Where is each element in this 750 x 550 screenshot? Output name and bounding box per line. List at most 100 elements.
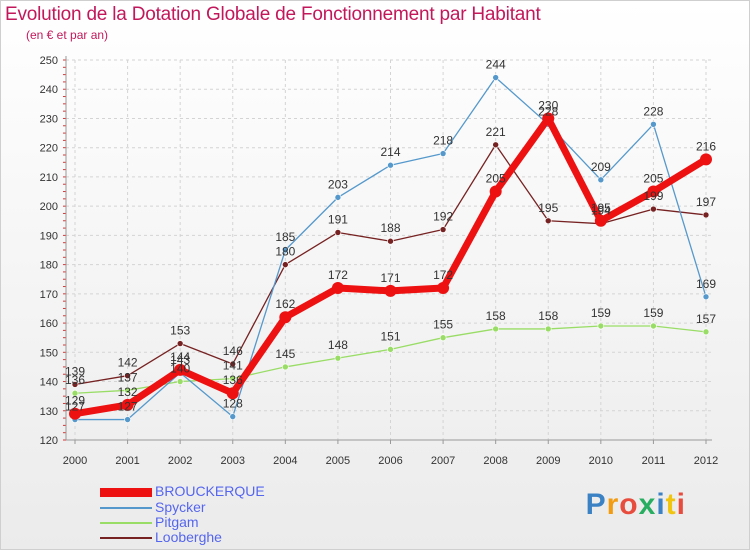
data-point-looberghe bbox=[334, 229, 342, 236]
data-label-spycker: 203 bbox=[328, 177, 348, 191]
data-point-pitgam bbox=[492, 325, 499, 333]
data-point-looberghe bbox=[282, 261, 289, 268]
data-point-pitgam bbox=[229, 375, 237, 382]
data-label-pitgam: 155 bbox=[433, 318, 453, 332]
x-tick-label: 2007 bbox=[431, 455, 455, 467]
data-point-looberghe bbox=[124, 372, 131, 379]
data-label-spycker: 244 bbox=[486, 58, 506, 72]
brand-letter: x bbox=[638, 488, 657, 521]
x-tick-label: 2012 bbox=[694, 455, 718, 467]
data-label-brouckerque: 136 bbox=[223, 373, 243, 387]
brand-letter: o bbox=[619, 488, 639, 521]
data-label-looberghe: 139 bbox=[65, 364, 85, 378]
data-label-brouckerque: 195 bbox=[591, 201, 611, 215]
data-label-looberghe: 180 bbox=[275, 245, 295, 259]
y-tick-label: 180 bbox=[40, 260, 58, 272]
data-point-spycker bbox=[124, 416, 131, 423]
legend-label-brouckerque: BROUCKERQUE bbox=[155, 483, 265, 499]
data-label-looberghe: 146 bbox=[223, 344, 243, 358]
data-label-brouckerque: 144 bbox=[170, 350, 190, 364]
chart-title: Evolution de la Dotation Globale de Fonc… bbox=[5, 4, 541, 25]
data-label-looberghe: 188 bbox=[380, 221, 400, 235]
x-tick-label: 2005 bbox=[326, 455, 350, 467]
data-label-looberghe: 153 bbox=[170, 324, 190, 338]
data-label-pitgam: 159 bbox=[591, 306, 611, 320]
data-label-pitgam: 141 bbox=[223, 359, 243, 373]
data-point-pitgam bbox=[71, 389, 79, 397]
data-point-pitgam bbox=[544, 325, 552, 333]
data-point-looberghe bbox=[71, 381, 79, 388]
data-point-spycker bbox=[492, 74, 499, 81]
data-label-spycker: 169 bbox=[696, 277, 716, 291]
legend-label-spycker: Spycker bbox=[155, 499, 206, 515]
data-label-looberghe: 142 bbox=[118, 356, 138, 370]
data-point-brouckerque bbox=[226, 387, 239, 400]
data-label-brouckerque: 132 bbox=[118, 385, 138, 399]
data-point-brouckerque bbox=[700, 153, 712, 166]
y-tick-label: 150 bbox=[40, 347, 58, 359]
data-point-brouckerque bbox=[437, 282, 450, 294]
data-point-spycker bbox=[702, 293, 710, 301]
data-point-brouckerque bbox=[69, 407, 81, 420]
data-label-pitgam: 158 bbox=[486, 309, 506, 323]
data-label-brouckerque: 230 bbox=[538, 98, 558, 112]
data-label-pitgam: 159 bbox=[643, 306, 663, 320]
data-label-pitgam: 158 bbox=[538, 309, 558, 323]
data-point-pitgam bbox=[439, 334, 447, 341]
y-tick-label: 210 bbox=[40, 172, 58, 184]
data-label-spycker: 209 bbox=[591, 160, 611, 174]
brand-letter: t bbox=[665, 488, 677, 521]
data-label-spycker: 214 bbox=[380, 145, 400, 159]
legend-label-looberghe: Looberghe bbox=[155, 529, 222, 545]
data-point-spycker bbox=[387, 161, 394, 169]
proxiti-logo: Proxiti bbox=[586, 488, 686, 522]
series-lines bbox=[69, 74, 712, 423]
data-label-spycker: 143 bbox=[170, 353, 190, 367]
data-label-looberghe: 197 bbox=[696, 195, 716, 209]
data-point-looberghe bbox=[176, 340, 184, 347]
data-label-pitgam: 148 bbox=[328, 338, 348, 352]
y-tick-label: 250 bbox=[40, 55, 58, 67]
chart-subtitle: (en € et par an) bbox=[26, 28, 109, 42]
data-point-looberghe bbox=[439, 226, 447, 233]
data-label-pitgam: 136 bbox=[65, 373, 85, 387]
x-tick-label: 2001 bbox=[115, 455, 139, 467]
legend-swatch-spycker bbox=[100, 507, 152, 509]
data-point-brouckerque bbox=[542, 112, 555, 125]
data-point-spycker bbox=[334, 194, 342, 201]
data-point-spycker bbox=[597, 176, 605, 184]
brand-letter: r bbox=[606, 488, 620, 521]
data-label-brouckerque: 162 bbox=[275, 297, 295, 311]
legend-swatch-brouckerque bbox=[100, 488, 152, 497]
x-tick-label: 2010 bbox=[589, 455, 613, 467]
data-label-pitgam: 151 bbox=[380, 329, 400, 343]
data-label-spycker: 128 bbox=[223, 397, 243, 411]
data-label-spycker: 218 bbox=[433, 134, 453, 148]
data-point-pitgam bbox=[176, 378, 184, 385]
data-point-spycker bbox=[282, 246, 289, 254]
data-point-spycker bbox=[650, 121, 657, 128]
legend-swatch-pitgam bbox=[100, 522, 152, 524]
data-point-looberghe bbox=[650, 205, 657, 213]
y-tick-label: 240 bbox=[40, 84, 58, 96]
axes: 120 130 140 150 160 170 180 190 200 210 220 230 240 2… bbox=[40, 55, 719, 467]
data-label-spycker: 185 bbox=[275, 230, 295, 244]
data-point-pitgam bbox=[650, 322, 657, 330]
y-tick-label: 230 bbox=[40, 113, 58, 125]
brand-letter: i bbox=[676, 488, 686, 521]
data-point-brouckerque bbox=[174, 363, 187, 376]
y-tick-label: 200 bbox=[40, 201, 58, 213]
data-label-spycker: 228 bbox=[643, 104, 663, 118]
data-point-pitgam bbox=[124, 387, 131, 394]
data-label-looberghe: 192 bbox=[433, 210, 453, 224]
y-tick-label: 170 bbox=[40, 289, 58, 301]
y-tick-label: 220 bbox=[40, 143, 58, 155]
data-point-brouckerque bbox=[331, 282, 344, 294]
data-label-brouckerque: 129 bbox=[65, 394, 85, 408]
data-label-looberghe: 195 bbox=[538, 201, 558, 215]
data-point-brouckerque bbox=[489, 185, 502, 198]
brand-letter: i bbox=[656, 488, 666, 521]
data-label-brouckerque: 205 bbox=[486, 172, 506, 186]
data-point-brouckerque bbox=[279, 311, 292, 324]
